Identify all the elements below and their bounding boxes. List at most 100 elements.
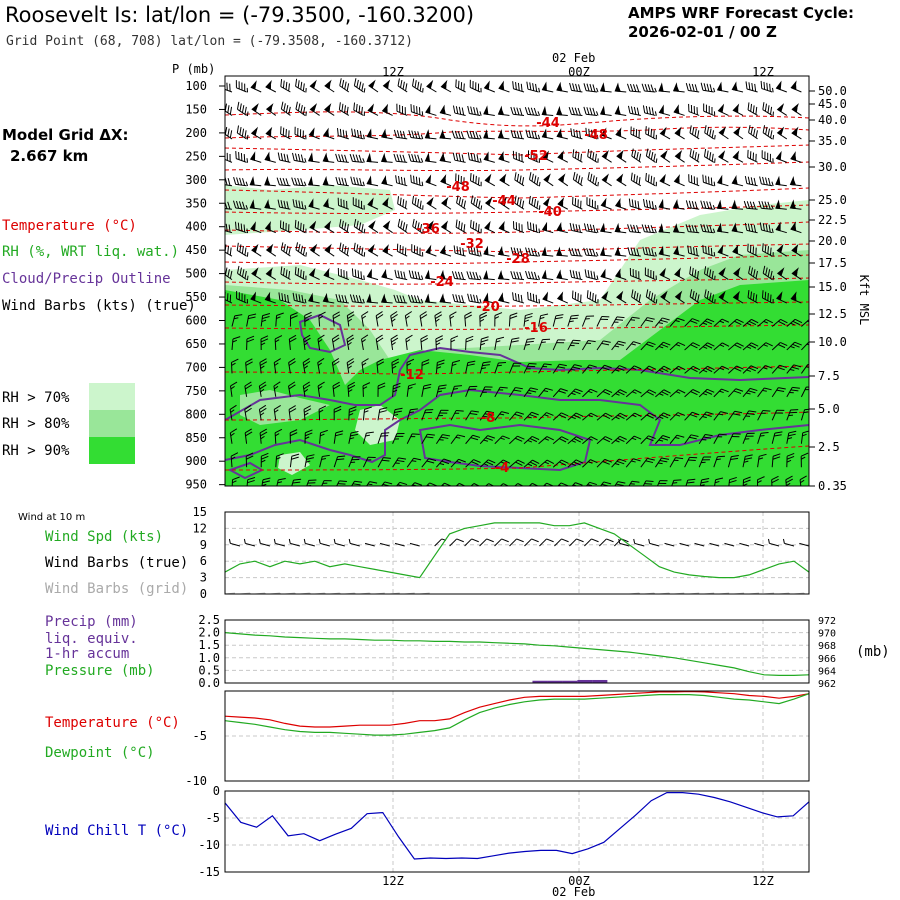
wind-barb-flag — [678, 365, 686, 371]
wind-barb-flag — [748, 367, 756, 372]
wind-barb-flag — [288, 381, 296, 387]
wind-barb — [630, 172, 642, 187]
wind-barb — [658, 245, 671, 257]
wind-barb-flag — [303, 405, 311, 410]
wind-barb-flag — [733, 390, 742, 394]
windchill-panel-grid — [225, 791, 809, 872]
wind-barb-halfflag — [745, 415, 751, 417]
height-tick-label: 30.0 — [818, 160, 847, 174]
wind-barb-flag — [731, 455, 739, 458]
wind-barb-flag — [472, 174, 475, 183]
wind-barb-staff — [727, 410, 736, 421]
pressure-tick-label: 200 — [185, 126, 207, 140]
wind-barb-flag — [435, 338, 444, 343]
wind-barb — [497, 245, 510, 257]
wind-barb — [278, 292, 291, 304]
wind-barb — [302, 357, 311, 374]
wind-barb — [669, 479, 682, 486]
wind-barb — [245, 452, 254, 468]
wind-barb-halfflag — [772, 87, 774, 93]
wind-barb-flag — [592, 175, 595, 184]
wind-barb — [689, 148, 700, 163]
wind-barb-flag — [228, 224, 231, 233]
wind-speed-line — [225, 522, 809, 579]
wind-barb-flag — [337, 267, 340, 276]
wind-barb-staff — [713, 411, 721, 421]
wind-barb — [236, 242, 249, 257]
wind-barb-pennant — [599, 105, 606, 116]
wind-barb — [669, 365, 686, 374]
wind-barb-flag — [294, 126, 296, 135]
wind-barb-flag — [461, 154, 465, 163]
wind-barb — [760, 80, 774, 93]
wind-barb-flag — [532, 459, 540, 465]
wind-barb — [704, 125, 716, 140]
wind-barb-flag — [333, 408, 342, 413]
wind-barb-flag — [463, 200, 466, 209]
wind-barb-flag — [414, 482, 423, 486]
wind-barb-flag — [778, 320, 786, 326]
wind-barb — [629, 267, 641, 281]
wind-barb-halfflag — [348, 538, 351, 544]
wind-barb — [381, 128, 393, 140]
wind-barb-flag — [535, 224, 538, 233]
wind-barb — [494, 336, 505, 351]
wind-barb — [768, 538, 780, 547]
wind-barb — [249, 151, 262, 163]
wind-barb — [771, 387, 786, 398]
wind-barb-flag — [297, 177, 301, 186]
wind-barb-flag — [662, 317, 670, 321]
wind-barb-flag — [262, 313, 271, 317]
wind-barb-flag — [638, 177, 641, 185]
wind-barb — [377, 407, 388, 421]
wind-barb-flag — [518, 223, 520, 231]
wind-barb-flag — [546, 538, 554, 543]
wind-barb — [275, 478, 286, 486]
wind-barb-flag — [750, 267, 754, 276]
wind-barb — [684, 342, 700, 351]
wind-barb-flag — [273, 358, 281, 363]
wind-barb-flag — [227, 246, 230, 254]
wind-barb-flag — [570, 317, 578, 320]
wind-barb — [775, 221, 787, 234]
wind-barb-flag — [780, 342, 788, 347]
wind-barb-flag — [297, 80, 300, 88]
wind-barb — [277, 199, 291, 210]
wind-barb-flag — [402, 222, 406, 230]
wind-barb — [469, 173, 482, 187]
wind-barb-flag — [687, 245, 690, 254]
wind-barb-flag — [515, 151, 518, 160]
wind-barb-staff — [479, 538, 487, 547]
wind-barb-flag — [586, 197, 588, 205]
wind-barb-halfflag — [320, 433, 325, 437]
wind-barb-flag — [341, 79, 345, 88]
wind-barb-halfflag — [772, 134, 775, 140]
wind-barb-flag — [572, 83, 575, 91]
cloud-inner-outline — [225, 388, 809, 464]
wind-barb-flag — [707, 176, 710, 185]
wind-barb-halfflag — [736, 249, 739, 254]
wind-barb-flag — [583, 223, 587, 231]
wind-barb — [658, 104, 671, 116]
rh-legend-70-swatch — [89, 383, 135, 410]
wind-barb — [694, 542, 705, 547]
wind-barb — [658, 223, 671, 234]
wind-barb-flag — [601, 342, 610, 346]
wind-barb-pennant — [658, 198, 664, 209]
pressure-tick-label: 750 — [185, 384, 207, 398]
wind-barb-flag — [702, 244, 704, 253]
wind-barb-flag — [587, 148, 590, 157]
wind-barb-flag — [402, 199, 405, 207]
wind-barb-flag — [288, 130, 290, 139]
wind-barb-staff — [450, 458, 459, 468]
wind-barb-staff — [246, 315, 250, 327]
wind-barb-staff — [230, 542, 241, 547]
wind-barb — [614, 222, 627, 234]
wind-barb-staff — [552, 363, 560, 374]
wind-barb — [349, 294, 365, 304]
wind-barb-flag — [514, 172, 517, 180]
wind-barb-flag — [747, 223, 751, 232]
wind-barb — [439, 244, 452, 257]
wind-barb-staff — [538, 387, 546, 398]
wind-barb-halfflag — [794, 155, 797, 161]
